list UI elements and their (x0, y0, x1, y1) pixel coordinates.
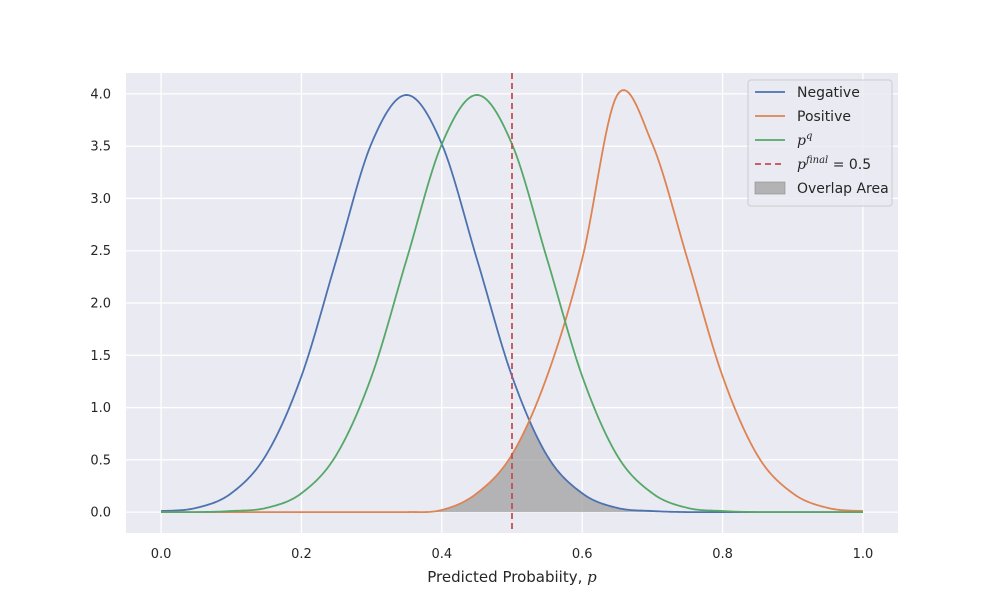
y-tick-label: 0.5 (90, 453, 111, 468)
x-tick-label: 0.2 (291, 547, 312, 562)
y-tick-label: 2.5 (90, 244, 111, 259)
legend: Negative Positive pq pfinal = 0.5 Overlap Ar… (747, 79, 893, 207)
x-tick-label: 1.0 (853, 547, 874, 562)
legend-label: Negative (797, 85, 860, 101)
y-tick-label: 0.0 (90, 506, 111, 521)
x-axis-title-text: Predicted Probabiity, (427, 568, 587, 586)
x-axis-title: Predicted Probabiity, p (427, 568, 597, 586)
y-tick-labels: 0.0 0.5 1.0 1.5 2.0 2.5 3.0 3.5 4.0 (90, 87, 111, 520)
y-tick-label: 1.5 (90, 349, 111, 364)
x-tick-label: 0.4 (431, 547, 452, 562)
legend-label: pq (797, 131, 812, 149)
x-axis-title-variable: p (587, 568, 597, 586)
x-tick-label: 0.8 (712, 547, 733, 562)
x-tick-label: 0.0 (151, 547, 172, 562)
x-tick-labels: 0.0 0.2 0.4 0.6 0.8 1.0 (151, 547, 874, 562)
y-tick-label: 3.0 (90, 192, 111, 207)
y-tick-label: 2.0 (90, 297, 111, 312)
legend-swatch (754, 181, 786, 195)
legend-box (747, 79, 893, 207)
legend-label: Overlap Area (797, 181, 889, 197)
legend-label: pfinal = 0.5 (797, 155, 871, 173)
legend-label: Positive (797, 109, 851, 125)
y-tick-label: 3.5 (90, 140, 111, 155)
x-tick-label: 0.6 (572, 547, 593, 562)
y-tick-label: 1.0 (90, 401, 111, 416)
y-tick-label: 4.0 (90, 87, 111, 102)
